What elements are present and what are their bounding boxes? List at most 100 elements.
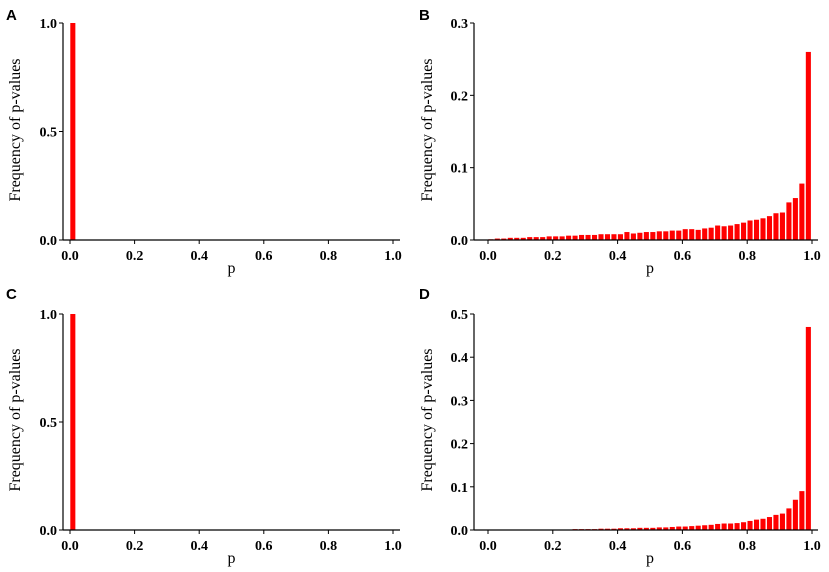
- y-tick-label: 0.2: [451, 438, 469, 453]
- bar: [766, 517, 773, 530]
- bar: [617, 234, 623, 240]
- bar: [676, 526, 682, 530]
- y-tick-label: 1.0: [40, 17, 58, 32]
- x-tick-label: 0.2: [126, 249, 144, 264]
- bar: [585, 234, 591, 240]
- bar: [747, 520, 753, 530]
- bar: [494, 238, 500, 240]
- bar: [786, 508, 792, 530]
- bar: [682, 526, 688, 530]
- bar: [676, 230, 682, 240]
- bar: [792, 499, 798, 530]
- bar: [630, 528, 636, 530]
- bar: [689, 526, 695, 530]
- x-tick-label: 0.6: [674, 539, 692, 554]
- panel-letter-b: B: [419, 7, 430, 24]
- bar: [702, 228, 708, 240]
- bar: [533, 237, 539, 240]
- x-axis-title: p: [646, 260, 654, 277]
- x-tick-label: 0.4: [609, 539, 627, 554]
- bar: [70, 314, 76, 530]
- x-tick-label: 0.4: [609, 249, 627, 264]
- bar: [643, 232, 649, 240]
- y-tick-label: 0.1: [451, 481, 469, 496]
- bar: [624, 528, 630, 530]
- bar: [753, 219, 760, 240]
- bar: [520, 237, 526, 240]
- x-tick-label: 0.6: [255, 539, 273, 554]
- bar: [779, 212, 785, 240]
- bar: [799, 183, 805, 240]
- bar: [734, 523, 740, 530]
- y-tick-label: 0.2: [451, 89, 469, 104]
- x-tick-label: 0.0: [61, 539, 79, 554]
- bar: [669, 526, 675, 530]
- x-axis-title: p: [228, 260, 236, 277]
- x-tick-label: 0.4: [190, 249, 208, 264]
- bar: [650, 527, 656, 530]
- bar: [527, 237, 533, 240]
- y-tick-label: 0.1: [451, 162, 469, 177]
- bar: [637, 527, 643, 530]
- bar: [566, 235, 572, 240]
- y-axis-title: Frequency of p-values: [419, 348, 436, 491]
- bar: [656, 527, 662, 530]
- bar: [70, 23, 76, 240]
- y-tick-label: 0.5: [40, 416, 58, 431]
- bar: [553, 236, 559, 240]
- bar: [617, 528, 623, 530]
- bar: [611, 528, 617, 530]
- x-tick-label: 0.4: [190, 539, 208, 554]
- bar: [721, 226, 727, 240]
- x-tick-label: 0.2: [544, 249, 562, 264]
- x-axis-title: p: [646, 550, 654, 567]
- y-tick-label: 0.0: [40, 524, 58, 539]
- bar: [760, 518, 766, 530]
- bar: [656, 231, 662, 240]
- bar: [689, 229, 695, 240]
- y-tick-label: 0.5: [451, 308, 469, 323]
- bar: [779, 513, 785, 530]
- y-axis-title: Frequency of p-values: [7, 58, 24, 201]
- bar: [728, 225, 734, 240]
- bar: [799, 491, 805, 530]
- x-tick-label: 0.8: [738, 249, 756, 264]
- bar: [721, 523, 727, 530]
- bar: [630, 233, 636, 240]
- bar: [598, 234, 604, 240]
- bar: [669, 230, 675, 240]
- bar: [514, 237, 520, 240]
- bar: [753, 519, 760, 530]
- bar: [637, 232, 643, 240]
- x-tick-label: 0.8: [738, 539, 756, 554]
- bar: [604, 234, 611, 240]
- bar: [611, 234, 617, 240]
- x-tick-label: 1.0: [384, 249, 402, 264]
- bar: [741, 522, 747, 530]
- bar: [572, 235, 578, 240]
- bar: [805, 326, 811, 530]
- bar: [501, 238, 507, 240]
- y-tick-label: 0.0: [40, 234, 58, 249]
- bar: [747, 220, 753, 240]
- bar: [702, 525, 708, 530]
- x-tick-label: 0.0: [479, 249, 497, 264]
- bar: [650, 232, 656, 240]
- bar: [507, 237, 513, 240]
- y-axis-title: Frequency of p-values: [419, 58, 436, 201]
- x-tick-label: 0.0: [61, 249, 79, 264]
- bar: [540, 237, 546, 240]
- bar: [715, 225, 721, 240]
- bar: [663, 527, 669, 530]
- y-tick-label: 0.5: [40, 126, 58, 141]
- bar: [805, 51, 811, 241]
- bar: [591, 234, 598, 240]
- bar: [695, 229, 701, 240]
- x-tick-label: 0.2: [544, 539, 562, 554]
- x-tick-label: 0.6: [255, 249, 273, 264]
- panel-letter-a: A: [6, 7, 17, 24]
- bar: [559, 236, 565, 240]
- x-tick-label: 0.8: [320, 539, 338, 554]
- y-tick-label: 0.0: [451, 524, 469, 539]
